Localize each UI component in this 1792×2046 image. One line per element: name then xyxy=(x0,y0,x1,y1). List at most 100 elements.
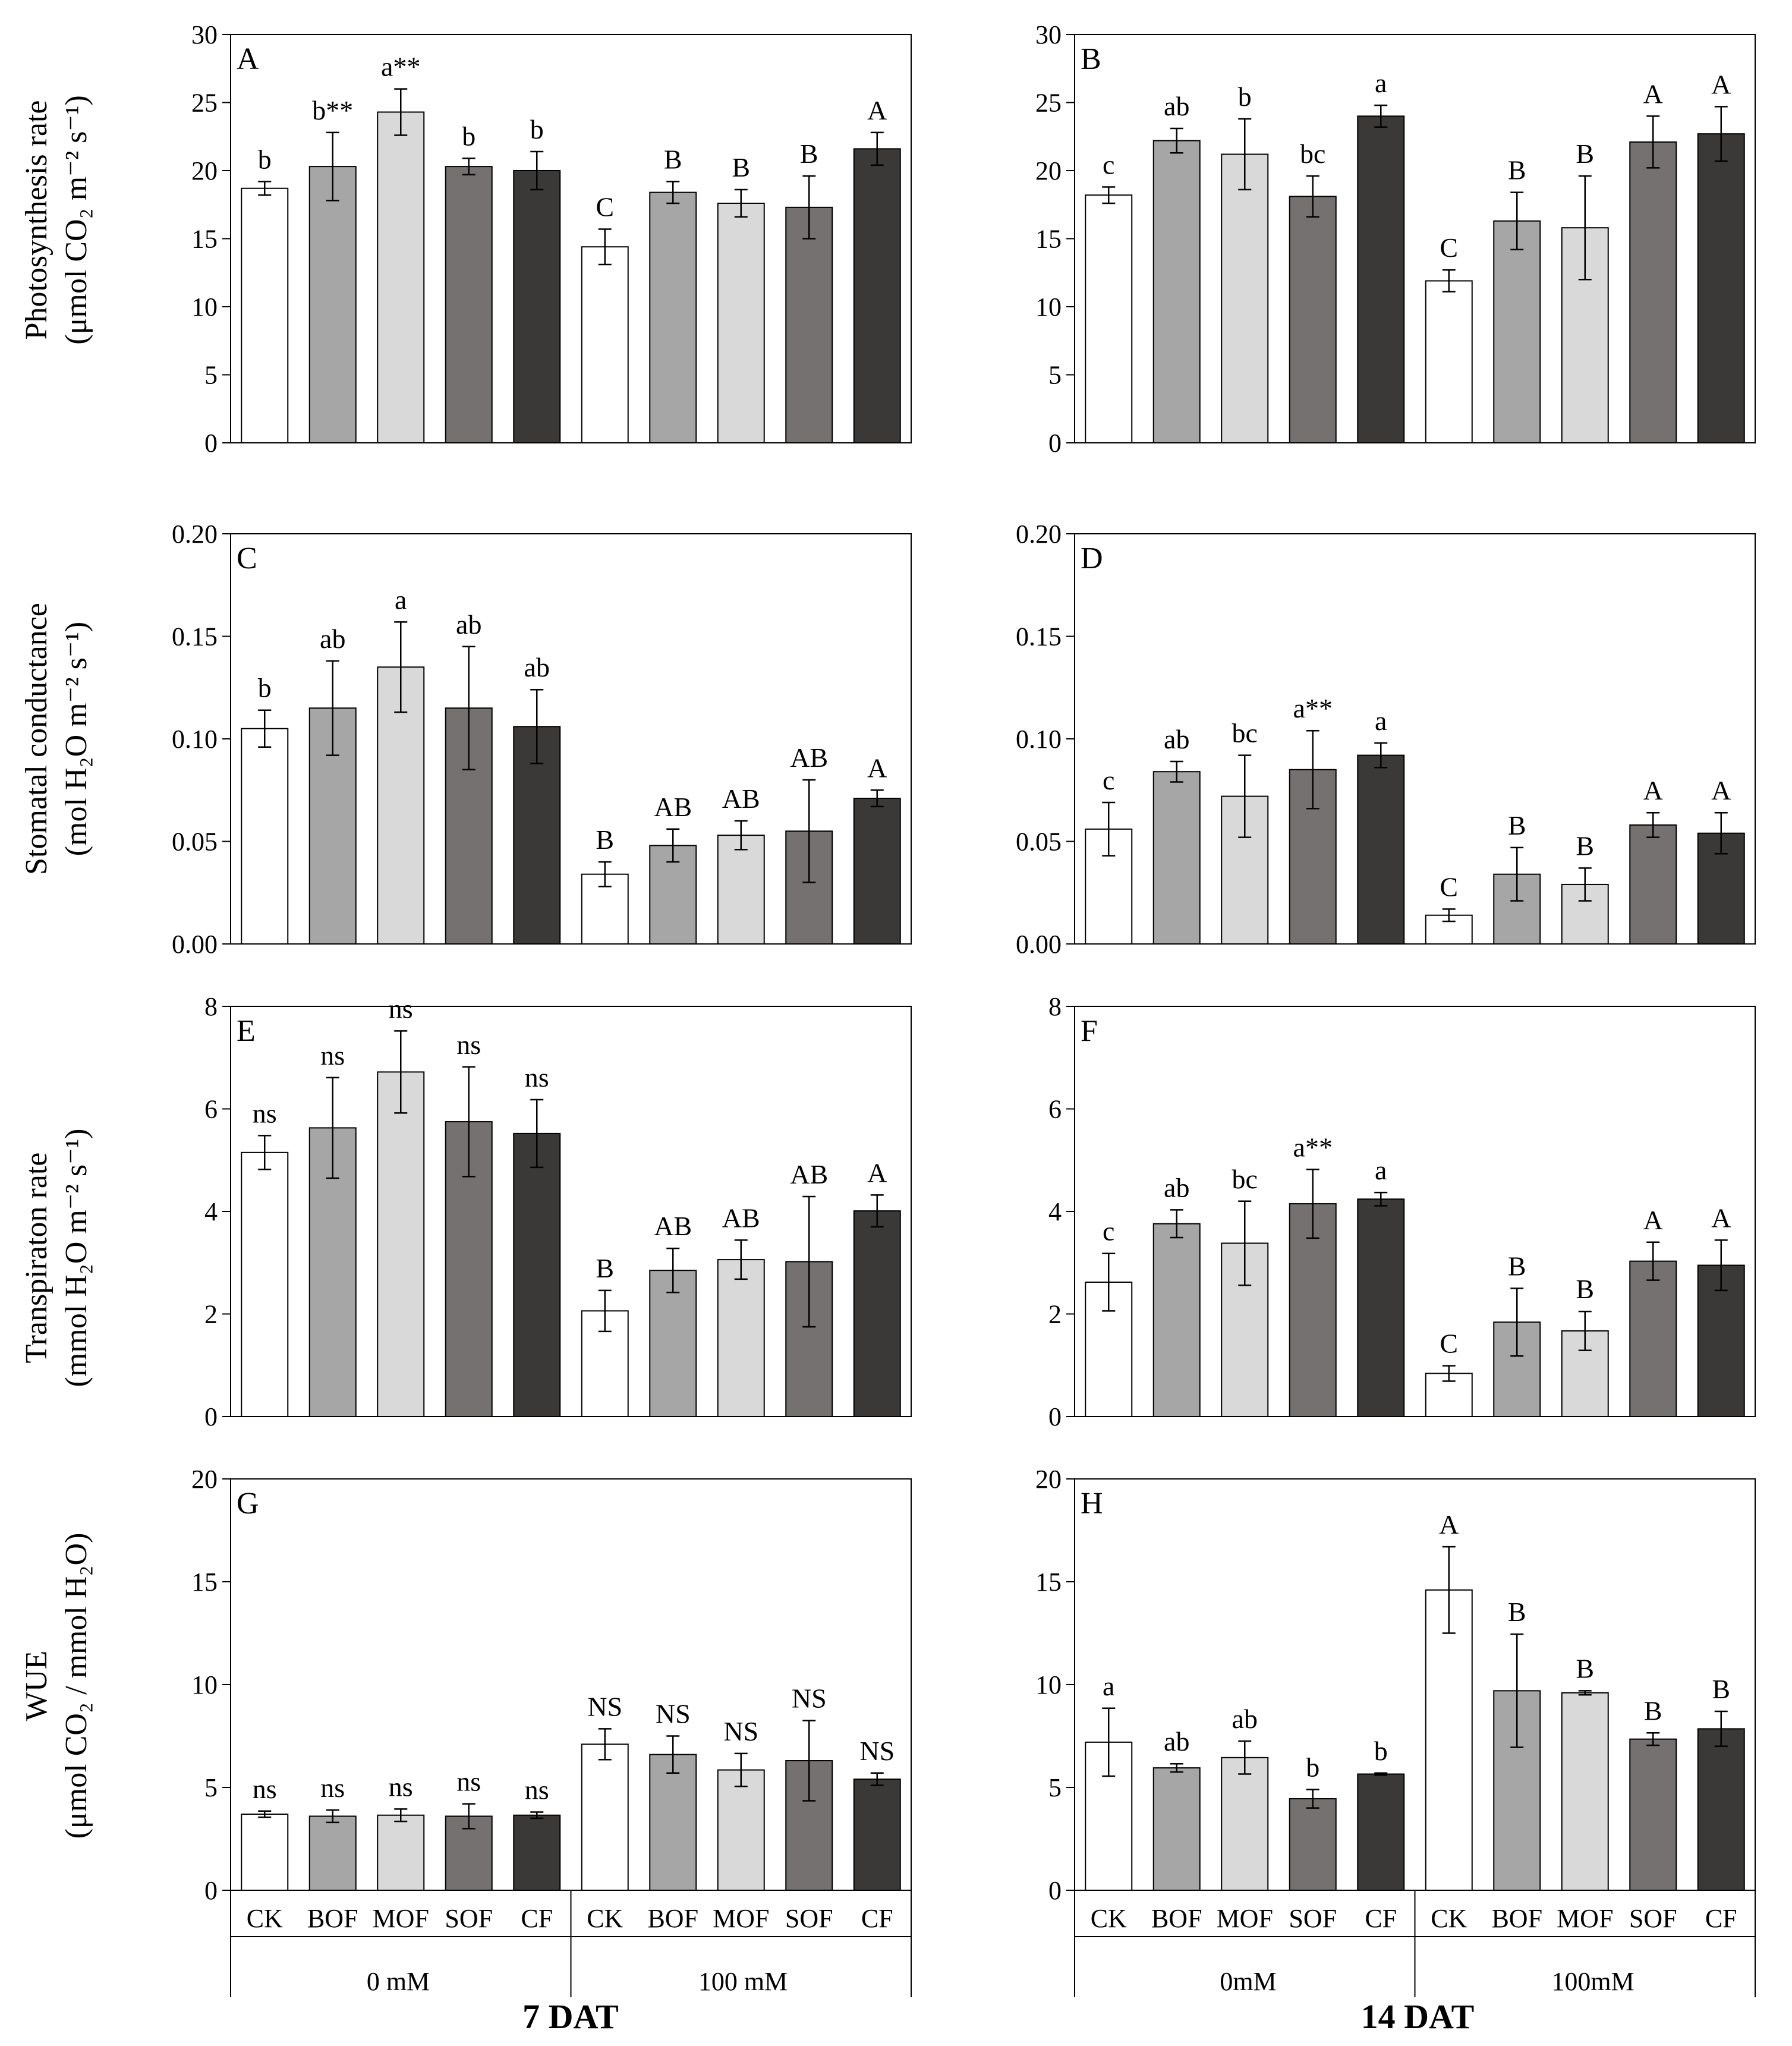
significance-label: B xyxy=(1644,1695,1662,1726)
category-label: BOF xyxy=(307,1904,358,1933)
significance-label: NS xyxy=(792,1683,827,1714)
panel-letter: E xyxy=(237,1014,256,1048)
significance-label: a xyxy=(1103,1671,1114,1701)
panel-A: 0 5 10 15 20 25 30 Ab b** a** b b C B B B A xyxy=(191,20,912,458)
panel-letter: F xyxy=(1081,1014,1098,1048)
significance-label: A xyxy=(867,95,887,125)
significance-label: a xyxy=(1375,68,1387,98)
bar xyxy=(1629,1260,1677,1418)
significance-label: B xyxy=(1712,1674,1730,1704)
y-tick-label: 5 xyxy=(1048,1773,1062,1802)
bar xyxy=(445,166,493,443)
category-label: MOF xyxy=(713,1904,769,1933)
significance-label: b xyxy=(530,114,544,144)
y-tick-label: 6 xyxy=(204,1095,218,1124)
bar xyxy=(785,206,833,443)
category-label: CF xyxy=(1705,1904,1737,1933)
category-label: CF xyxy=(521,1904,553,1933)
significance-label: ab xyxy=(1232,1704,1258,1734)
significance-label: B xyxy=(1508,810,1526,841)
bar xyxy=(1561,1692,1609,1891)
y-tick-label: 5 xyxy=(204,361,218,390)
category-label: MOF xyxy=(1217,1904,1273,1933)
y-tick-label: 0.20 xyxy=(172,520,218,549)
significance-label: B xyxy=(1576,1653,1594,1683)
significance-label: AB xyxy=(790,1159,828,1189)
bar xyxy=(853,798,901,945)
panel-letter: H xyxy=(1081,1487,1103,1521)
bar xyxy=(717,1769,765,1891)
y-tick-label: 5 xyxy=(204,1773,218,1802)
y-tick-label: 10 xyxy=(191,1670,218,1699)
y-tick-label: 0.15 xyxy=(1016,622,1062,651)
y-tick-label: 4 xyxy=(204,1197,218,1226)
bar xyxy=(1152,1767,1201,1891)
y-tick-label: 0 xyxy=(204,1876,218,1905)
category-label: BOF xyxy=(1151,1904,1202,1933)
y-tick-label: 15 xyxy=(1035,1567,1062,1597)
significance-label: ns xyxy=(320,1773,345,1803)
y-tick-label: 2 xyxy=(1048,1300,1062,1329)
significance-label: bc xyxy=(1232,718,1258,748)
significance-label: AB xyxy=(722,783,760,814)
significance-label: ns xyxy=(525,1062,549,1093)
significance-label: AB xyxy=(654,792,692,822)
ylabel-line1: Photosynthesis rate xyxy=(20,100,53,340)
significance-label: ns xyxy=(389,1771,413,1802)
category-label: CF xyxy=(861,1904,893,1933)
significance-label: ab xyxy=(1164,91,1189,121)
bar xyxy=(581,1743,629,1891)
significance-label: bc xyxy=(1300,139,1325,169)
bar xyxy=(1357,1198,1405,1418)
y-tick-label: 15 xyxy=(191,225,218,254)
significance-label: a xyxy=(1375,706,1387,736)
significance-label: ab xyxy=(1164,1726,1189,1757)
group-label-100mm: 100 mM xyxy=(698,1967,788,1996)
significance-label: AB xyxy=(654,1211,692,1241)
bar xyxy=(513,1132,561,1418)
y-tick-label: 15 xyxy=(1035,225,1062,254)
significance-label: ns xyxy=(389,993,413,1024)
bar xyxy=(717,1259,765,1417)
y-tick-label: 0.10 xyxy=(172,725,218,754)
bar xyxy=(1221,1757,1269,1891)
category-label: SOF xyxy=(1629,1904,1677,1933)
significance-label: B xyxy=(596,1253,614,1283)
significance-label: b xyxy=(258,673,272,703)
significance-label: A xyxy=(1711,1203,1731,1233)
y-tick-label: 5 xyxy=(1048,361,1062,390)
y-tick-label: 0.00 xyxy=(172,930,218,959)
ylabel-line1: WUE xyxy=(20,1651,53,1721)
category-label: CF xyxy=(1365,1904,1397,1933)
significance-label: B xyxy=(1576,139,1594,169)
y-tick-label: 0.20 xyxy=(1016,520,1062,549)
bar xyxy=(1085,194,1133,443)
bar xyxy=(717,202,765,443)
bar xyxy=(853,1210,901,1417)
bar xyxy=(1697,1728,1745,1891)
significance-label: c xyxy=(1103,149,1114,180)
bar xyxy=(377,666,425,945)
y-tick-label: 0.05 xyxy=(172,827,218,857)
significance-label: a** xyxy=(1293,1132,1333,1162)
row-label-wue: WUE (μmol CO₂ / mmol H₂O) xyxy=(20,1533,93,1839)
category-label: SOF xyxy=(1289,1904,1337,1933)
category-label: CK xyxy=(1431,1904,1467,1933)
bar xyxy=(377,1071,425,1417)
significance-label: b xyxy=(1306,1752,1319,1782)
significance-label: AB xyxy=(722,1203,760,1233)
y-tick-label: 0 xyxy=(1048,1876,1062,1905)
ylabel-line2: (mmol H₂O m⁻² s⁻¹) xyxy=(59,1129,93,1387)
bar xyxy=(241,728,289,945)
category-label: SOF xyxy=(785,1904,833,1933)
axis-title-14-dat: 14 DAT xyxy=(1361,1997,1475,2036)
category-axis-14dat: 0mM 100mM 14 DAT CK BOF MOF SOF CF CK BOF MOF SO… xyxy=(1074,1890,1756,2036)
row-label-transpiration: Transpiraton rate (mmol H₂O m⁻² s⁻¹) xyxy=(20,1129,93,1387)
y-tick-label: 0.10 xyxy=(1016,725,1062,754)
significance-label: ns xyxy=(253,1774,277,1804)
y-tick-label: 0.00 xyxy=(1016,930,1062,959)
bar xyxy=(1425,1589,1473,1891)
bar xyxy=(377,1814,425,1891)
bar xyxy=(1629,824,1677,945)
